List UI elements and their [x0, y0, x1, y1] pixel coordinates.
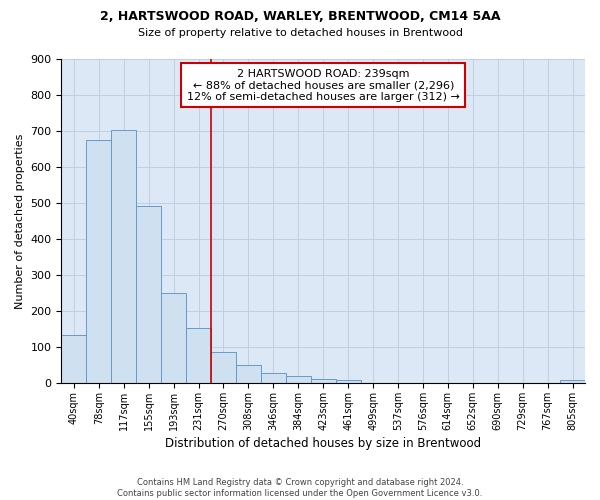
Text: Contains HM Land Registry data © Crown copyright and database right 2024.
Contai: Contains HM Land Registry data © Crown c…: [118, 478, 482, 498]
Bar: [86, 140, 111, 383]
Bar: [261, 373, 286, 383]
X-axis label: Distribution of detached houses by size in Brentwood: Distribution of detached houses by size …: [165, 437, 481, 450]
Bar: [111, 130, 136, 383]
Text: 2, HARTSWOOD ROAD, WARLEY, BRENTWOOD, CM14 5AA: 2, HARTSWOOD ROAD, WARLEY, BRENTWOOD, CM…: [100, 10, 500, 23]
Bar: [286, 376, 311, 383]
Bar: [211, 352, 236, 383]
Bar: [161, 293, 186, 383]
Bar: [236, 365, 261, 383]
Bar: [311, 378, 335, 383]
Bar: [186, 328, 211, 383]
Bar: [335, 380, 361, 383]
Text: Size of property relative to detached houses in Brentwood: Size of property relative to detached ho…: [137, 28, 463, 38]
Text: 2 HARTSWOOD ROAD: 239sqm
← 88% of detached houses are smaller (2,296)
12% of sem: 2 HARTSWOOD ROAD: 239sqm ← 88% of detach…: [187, 68, 460, 102]
Y-axis label: Number of detached properties: Number of detached properties: [15, 134, 25, 308]
Bar: [61, 335, 86, 383]
Bar: [560, 380, 585, 383]
Bar: [136, 206, 161, 383]
